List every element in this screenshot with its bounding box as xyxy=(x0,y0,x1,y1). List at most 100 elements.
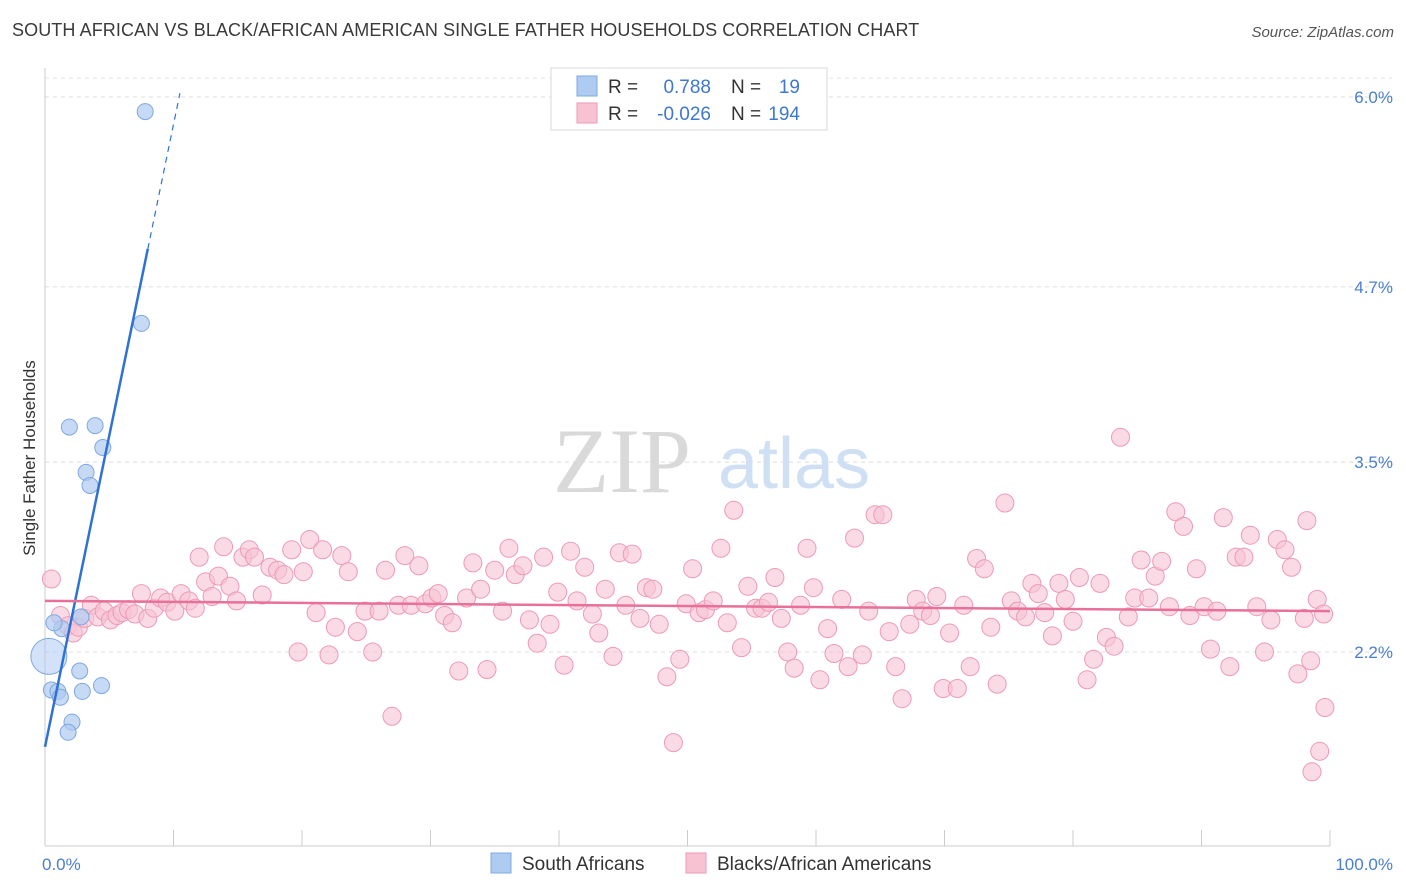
trend-lines xyxy=(43,93,1331,748)
point-blacks-african-americans xyxy=(845,528,864,548)
point-blacks-african-americans xyxy=(797,538,817,558)
point-blacks-african-americans xyxy=(670,649,690,669)
point-blacks-african-americans xyxy=(376,560,395,580)
point-blacks-african-americans xyxy=(920,606,940,625)
legend-r-label-2: R = xyxy=(608,104,638,125)
point-blacks-african-americans xyxy=(622,544,642,564)
point-blacks-african-americans xyxy=(1131,550,1151,570)
point-south-africans xyxy=(93,677,110,695)
point-blacks-african-americans xyxy=(791,595,811,615)
point-blacks-african-americans xyxy=(1069,568,1089,587)
top-legend: R = 0.788 N = 19 R = -0.026 N = 194 xyxy=(550,67,828,131)
point-blacks-african-americans xyxy=(513,556,533,576)
point-blacks-african-americans xyxy=(519,610,539,630)
point-blacks-african-americans xyxy=(1186,559,1206,579)
point-blacks-african-americans xyxy=(974,559,994,579)
point-south-africans xyxy=(136,103,154,121)
point-blacks-african-americans xyxy=(561,541,581,561)
legend-r-value-2: -0.026 xyxy=(657,104,711,125)
y-tick-label: 6.0% xyxy=(1354,88,1393,107)
point-blacks-african-americans xyxy=(1090,573,1110,593)
point-blacks-african-americans xyxy=(347,622,367,642)
point-blacks-african-americans xyxy=(1152,551,1172,571)
point-blacks-african-americans xyxy=(1247,597,1267,617)
point-blacks-african-americans xyxy=(1159,597,1179,617)
point-blacks-african-americans xyxy=(724,500,744,520)
point-blacks-african-americans xyxy=(879,622,899,642)
point-blacks-african-americans xyxy=(1220,657,1240,677)
point-blacks-african-americans xyxy=(954,595,974,615)
point-blacks-african-americans xyxy=(582,604,602,624)
trend-line-south-africans-extension xyxy=(147,93,181,250)
point-blacks-african-americans xyxy=(1035,603,1055,623)
point-blacks-african-americans xyxy=(1282,557,1301,577)
y-tick-label: 4.7% xyxy=(1354,278,1393,297)
point-blacks-african-americans xyxy=(960,657,980,677)
point-blacks-african-americans xyxy=(995,493,1015,513)
point-blacks-african-americans xyxy=(1118,607,1138,627)
point-blacks-african-americans xyxy=(540,614,560,634)
point-blacks-african-americans xyxy=(824,644,844,663)
point-blacks-african-americans xyxy=(1240,525,1260,545)
point-blacks-african-americans xyxy=(300,530,320,549)
point-blacks-african-americans xyxy=(252,585,272,605)
series-south-africans-points xyxy=(30,103,154,741)
point-blacks-african-americans xyxy=(449,661,469,681)
point-blacks-african-americans xyxy=(306,603,326,623)
point-blacks-african-americans xyxy=(1049,573,1069,593)
point-blacks-african-americans xyxy=(409,556,429,576)
legend-r-value-1: 0.788 xyxy=(663,77,711,98)
watermark-atlas: atlas xyxy=(718,424,870,504)
point-blacks-african-americans xyxy=(1302,762,1322,782)
point-blacks-african-americans xyxy=(603,646,623,666)
point-blacks-african-americans xyxy=(332,546,352,566)
trend-line-blacks-african-americans xyxy=(44,599,1331,613)
point-south-africans xyxy=(72,608,90,626)
point-blacks-african-americans xyxy=(1084,649,1104,669)
point-blacks-african-americans xyxy=(732,638,751,658)
point-blacks-african-americans xyxy=(1294,608,1314,628)
point-blacks-african-americans xyxy=(838,657,858,677)
source-label: Source: ZipAtlas.com xyxy=(1251,24,1394,41)
point-blacks-african-americans xyxy=(1201,639,1220,659)
point-blacks-african-americans xyxy=(395,546,415,566)
point-blacks-african-americans xyxy=(1261,610,1281,630)
point-blacks-african-americans xyxy=(1111,427,1130,447)
legend-swatch-blue xyxy=(576,75,598,97)
point-south-africans xyxy=(60,418,78,436)
legend-swatch-pink xyxy=(576,102,598,124)
legend-n-value-2: 194 xyxy=(768,104,800,125)
point-blacks-african-americans xyxy=(852,645,872,665)
point-south-africans xyxy=(71,662,89,680)
point-south-africans xyxy=(45,614,63,632)
point-blacks-african-americans xyxy=(1063,611,1083,631)
point-blacks-african-americans xyxy=(711,538,731,558)
point-blacks-african-americans xyxy=(1077,670,1097,690)
point-blacks-african-americans xyxy=(325,617,345,637)
point-blacks-african-americans xyxy=(288,642,308,662)
legend-n-label-1: N = xyxy=(731,77,761,98)
point-south-africans xyxy=(81,477,99,494)
legend-n-value-1: 19 xyxy=(779,77,800,98)
trend-line-south-africans xyxy=(43,248,150,748)
point-blacks-african-americans xyxy=(493,601,512,621)
point-south-africans xyxy=(59,723,77,741)
point-blacks-african-americans xyxy=(595,579,615,599)
point-blacks-african-americans xyxy=(1255,642,1274,662)
point-blacks-african-americans xyxy=(649,614,669,634)
point-blacks-african-americans xyxy=(810,670,830,690)
point-south-africans xyxy=(132,314,150,332)
legend-n-label-2: N = xyxy=(731,104,761,125)
point-blacks-african-americans xyxy=(477,660,497,679)
point-blacks-african-americans xyxy=(886,657,906,677)
x-axis-ticks xyxy=(44,830,1331,846)
point-blacks-african-americans xyxy=(784,658,804,678)
point-blacks-african-americans xyxy=(1042,626,1062,646)
point-blacks-african-americans xyxy=(900,614,920,634)
point-blacks-african-americans xyxy=(214,537,234,557)
point-blacks-african-americans xyxy=(1016,607,1035,627)
bottom-legend-swatch-blue xyxy=(490,852,512,874)
point-blacks-african-americans xyxy=(1310,741,1330,761)
point-blacks-african-americans xyxy=(859,601,879,621)
point-blacks-african-americans xyxy=(940,623,960,643)
